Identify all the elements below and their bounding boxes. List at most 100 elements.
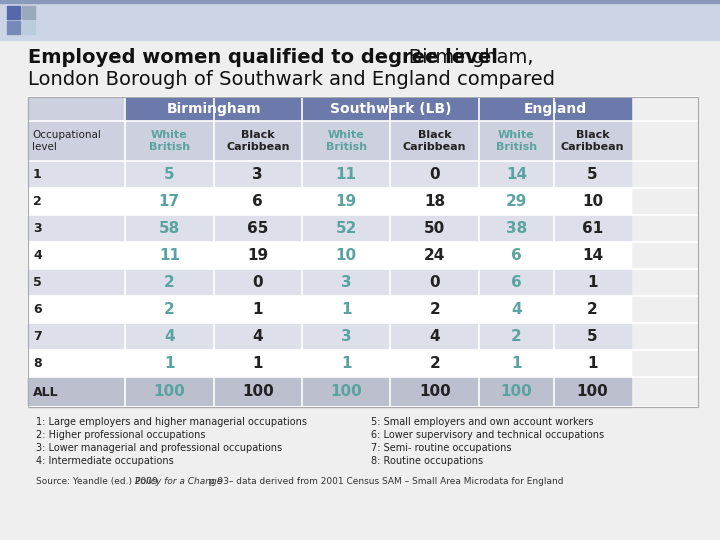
- Text: Black
Caribbean: Black Caribbean: [403, 130, 467, 152]
- Text: 1: 1: [253, 302, 263, 317]
- Text: 2: 2: [587, 302, 598, 317]
- Text: 29: 29: [505, 194, 527, 209]
- Text: 8: Routine occupations: 8: Routine occupations: [371, 456, 483, 466]
- Bar: [28, 296, 125, 323]
- Bar: [125, 215, 214, 242]
- Text: 11: 11: [159, 248, 180, 263]
- Bar: [554, 121, 631, 161]
- Text: 4: 4: [253, 329, 263, 344]
- Bar: [479, 188, 554, 215]
- Text: 5: 5: [164, 167, 175, 182]
- Text: 6: 6: [511, 248, 522, 263]
- Bar: [28, 269, 125, 296]
- Bar: [214, 350, 302, 377]
- Bar: [125, 121, 214, 161]
- Text: 1: Large employers and higher managerial occupations: 1: Large employers and higher managerial…: [36, 417, 307, 427]
- Bar: [28, 121, 125, 161]
- Text: 1: 1: [341, 356, 351, 371]
- Text: 6: 6: [511, 275, 522, 290]
- Bar: [302, 377, 390, 407]
- Text: 14: 14: [582, 248, 603, 263]
- Bar: [125, 97, 302, 121]
- Text: 24: 24: [424, 248, 446, 263]
- Bar: [554, 323, 631, 350]
- Text: 38: 38: [506, 221, 527, 236]
- Text: 8: 8: [33, 357, 42, 370]
- Text: 14: 14: [506, 167, 527, 182]
- Bar: [125, 350, 214, 377]
- Text: 1: 1: [588, 356, 598, 371]
- Bar: [479, 296, 554, 323]
- Bar: [554, 350, 631, 377]
- Bar: [214, 269, 302, 296]
- Bar: [479, 323, 554, 350]
- Bar: [302, 350, 390, 377]
- Text: 100: 100: [330, 384, 362, 400]
- Text: 7: 7: [33, 330, 42, 343]
- Bar: [554, 377, 631, 407]
- Text: London Borough of Southwark and England compared: London Borough of Southwark and England …: [28, 70, 555, 89]
- Text: 100: 100: [153, 384, 185, 400]
- Bar: [302, 242, 390, 269]
- Text: 10: 10: [336, 248, 357, 263]
- Bar: [28, 323, 125, 350]
- Bar: [125, 188, 214, 215]
- Text: 61: 61: [582, 221, 603, 236]
- Text: 3: 3: [33, 222, 42, 235]
- Bar: [390, 121, 479, 161]
- Text: Occupational
level: Occupational level: [32, 130, 101, 152]
- Bar: [7, 6, 20, 19]
- Bar: [390, 242, 479, 269]
- Bar: [22, 6, 35, 19]
- Text: 0: 0: [429, 167, 440, 182]
- Bar: [390, 296, 479, 323]
- Bar: [479, 350, 554, 377]
- Text: 3: 3: [341, 329, 351, 344]
- Bar: [390, 188, 479, 215]
- Text: 1: 1: [341, 302, 351, 317]
- Bar: [554, 215, 631, 242]
- Text: White
British: White British: [149, 130, 190, 152]
- Bar: [0, 0, 720, 40]
- Bar: [479, 242, 554, 269]
- Bar: [28, 188, 125, 215]
- Bar: [554, 269, 631, 296]
- Text: 58: 58: [158, 221, 180, 236]
- Text: 5: 5: [33, 276, 42, 289]
- Text: Employed women qualified to degree level: Employed women qualified to degree level: [28, 48, 498, 67]
- Bar: [28, 215, 125, 242]
- Text: 1: 1: [588, 275, 598, 290]
- Bar: [554, 242, 631, 269]
- Text: 4: 4: [429, 329, 440, 344]
- Bar: [554, 188, 631, 215]
- Text: 100: 100: [242, 384, 274, 400]
- Text: White
British: White British: [325, 130, 366, 152]
- Text: 1: 1: [164, 356, 175, 371]
- Bar: [7, 21, 20, 34]
- Text: 18: 18: [424, 194, 445, 209]
- Text: 3: Lower managerial and professional occupations: 3: Lower managerial and professional occ…: [36, 443, 282, 453]
- Text: 3: 3: [341, 275, 351, 290]
- Bar: [28, 161, 125, 188]
- Text: Source: Yeandle (ed.) 2009: Source: Yeandle (ed.) 2009: [36, 477, 163, 486]
- Text: Birmingham: Birmingham: [166, 102, 261, 116]
- Bar: [302, 121, 390, 161]
- Bar: [390, 350, 479, 377]
- Text: 0: 0: [253, 275, 263, 290]
- Text: 11: 11: [336, 167, 356, 182]
- Bar: [28, 97, 698, 407]
- Text: Black
Caribbean: Black Caribbean: [561, 130, 624, 152]
- Text: 17: 17: [159, 194, 180, 209]
- Bar: [214, 161, 302, 188]
- Text: Black
Caribbean: Black Caribbean: [226, 130, 289, 152]
- Bar: [125, 323, 214, 350]
- Bar: [28, 97, 125, 121]
- Bar: [28, 242, 125, 269]
- Text: 3: 3: [253, 167, 263, 182]
- Text: : Birmingham,: : Birmingham,: [396, 48, 534, 67]
- Text: Policy for a Change: Policy for a Change: [135, 477, 222, 486]
- Bar: [302, 188, 390, 215]
- Text: 4: 4: [33, 249, 42, 262]
- Bar: [0, 0, 720, 3]
- Text: 10: 10: [582, 194, 603, 209]
